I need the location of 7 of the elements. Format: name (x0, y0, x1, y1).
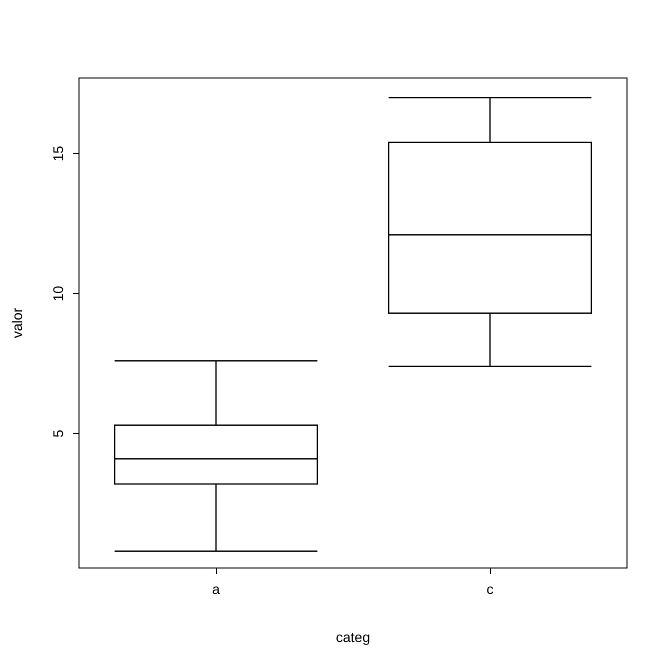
y-axis-title: valor (9, 307, 25, 338)
y-tick-label: 5 (50, 430, 66, 438)
y-tick-label: 15 (50, 146, 66, 162)
x-tick-label: c (486, 581, 494, 597)
x-axis-title: categ (336, 629, 370, 645)
y-tick-label: 10 (50, 286, 66, 302)
x-tick-label: a (212, 581, 220, 597)
